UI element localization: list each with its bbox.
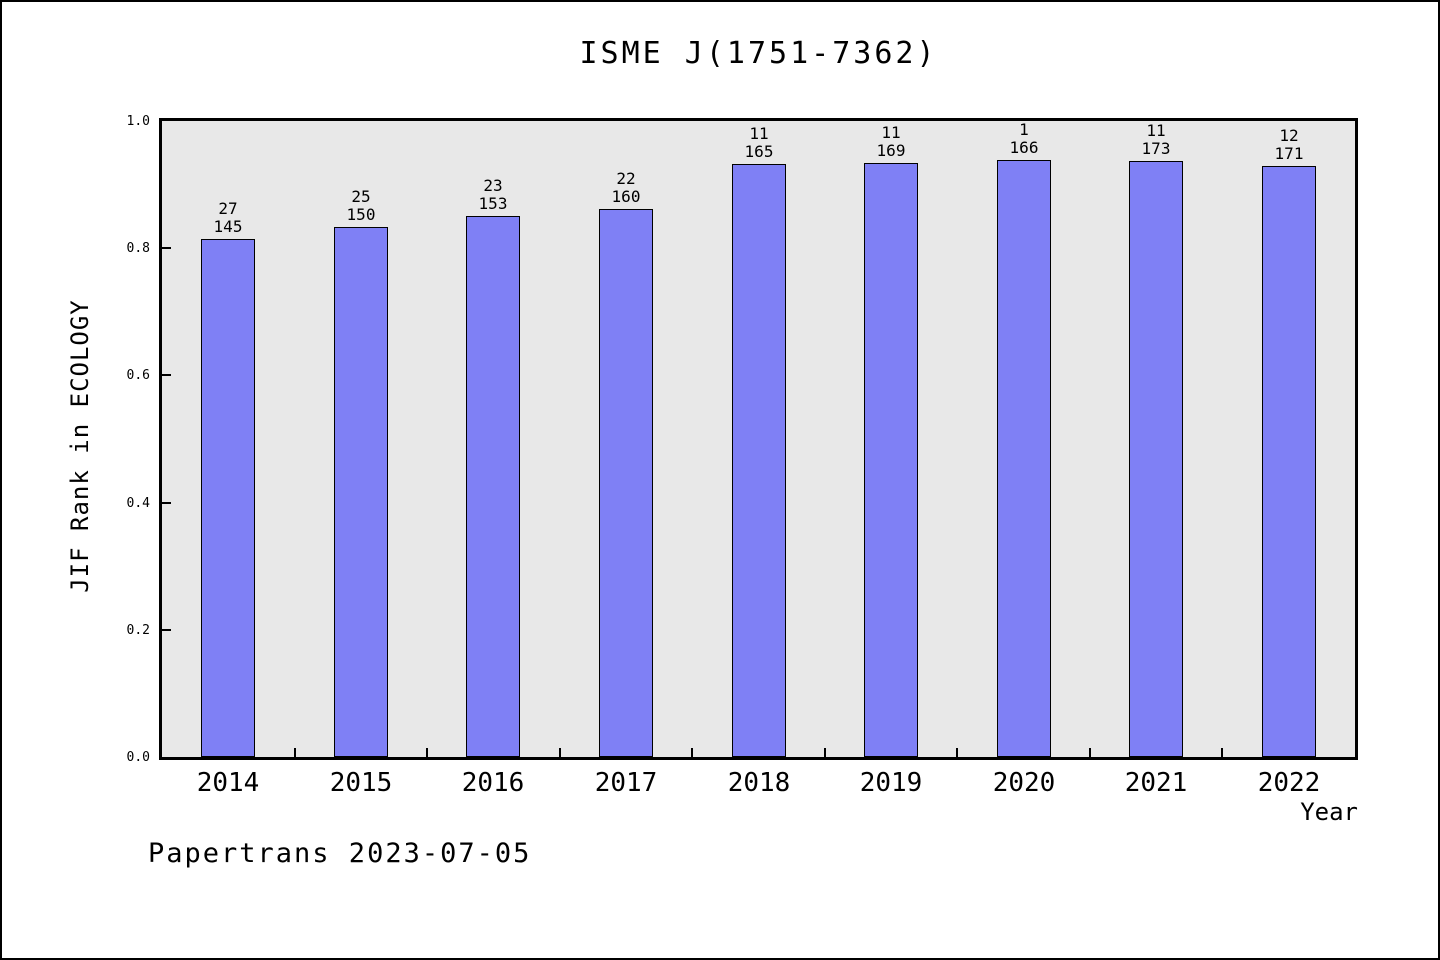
x-tick-label-2021: 2021 xyxy=(1124,768,1188,798)
bar-rank-value: 11 xyxy=(881,123,901,142)
y-axis-label: JIF Rank in ECOLOGY xyxy=(66,299,94,593)
bar-total-value: 166 xyxy=(1009,138,1039,157)
bar-2018 xyxy=(732,164,786,757)
y-tick-label-0.6: 0.6 xyxy=(126,368,150,383)
bar-total-value: 173 xyxy=(1141,139,1171,158)
x-tick-mark xyxy=(1221,748,1223,757)
y-tick-label-1.0: 1.0 xyxy=(126,114,150,129)
bar-2016 xyxy=(466,216,520,757)
x-axis-label: Year xyxy=(1300,798,1358,826)
bar-value-label: 22 160 xyxy=(612,170,641,206)
x-tick-mark xyxy=(559,748,561,757)
watermark-credit: Papertrans 2023-07-05 xyxy=(148,838,532,869)
chart-title: ISME J(1751-7362) xyxy=(579,36,938,71)
y-tick-mark xyxy=(162,247,171,249)
bar-rank-value: 11 xyxy=(1146,121,1166,140)
bar-total-value: 160 xyxy=(611,187,641,206)
bar-rank-value: 23 xyxy=(483,176,503,195)
bar-rank-value: 25 xyxy=(351,187,371,206)
bar-2017 xyxy=(599,209,653,757)
bar-value-label: 23 153 xyxy=(479,177,508,213)
y-tick-label-0.8: 0.8 xyxy=(126,241,150,256)
bar-2021 xyxy=(1129,161,1183,757)
x-tick-mark xyxy=(691,748,693,757)
bar-value-label: 11 165 xyxy=(745,125,774,161)
bar-value-label: 27 145 xyxy=(214,200,243,236)
y-tick-mark xyxy=(162,502,171,504)
bar-rank-value: 1 xyxy=(1019,120,1029,139)
bar-2015 xyxy=(334,227,388,757)
x-tick-mark xyxy=(824,748,826,757)
x-tick-label-2016: 2016 xyxy=(461,768,525,798)
bar-value-label: 11 169 xyxy=(877,124,906,160)
x-tick-mark xyxy=(426,748,428,757)
x-tick-label-2014: 2014 xyxy=(196,768,260,798)
bar-2020 xyxy=(997,160,1051,757)
x-tick-mark xyxy=(1089,748,1091,757)
bar-value-label: 1 166 xyxy=(1010,121,1039,157)
y-tick-label-0.0: 0.0 xyxy=(126,750,150,765)
y-tick-label-0.2: 0.2 xyxy=(126,623,150,638)
bar-2019 xyxy=(864,163,918,757)
plot-area: 27 145 25 150 23 153 22 160 11 165 11 169 1 166 11 173 1… xyxy=(159,118,1358,760)
bar-2022 xyxy=(1262,166,1316,757)
x-tick-mark xyxy=(956,748,958,757)
x-tick-label-2020: 2020 xyxy=(992,768,1056,798)
x-tick-label-2017: 2017 xyxy=(594,768,658,798)
bar-value-label: 11 173 xyxy=(1142,122,1171,158)
x-tick-label-2018: 2018 xyxy=(727,768,791,798)
bar-total-value: 169 xyxy=(876,141,906,160)
x-tick-label-2022: 2022 xyxy=(1257,768,1321,798)
bar-total-value: 153 xyxy=(478,194,508,213)
bar-value-label: 25 150 xyxy=(347,188,376,224)
bar-rank-value: 22 xyxy=(616,169,636,188)
bar-total-value: 165 xyxy=(744,142,774,161)
bar-2014 xyxy=(201,239,255,757)
bar-rank-value: 27 xyxy=(218,199,238,218)
y-tick-mark xyxy=(162,629,171,631)
bar-value-label: 12 171 xyxy=(1275,127,1304,163)
x-tick-mark xyxy=(294,748,296,757)
y-tick-label-0.4: 0.4 xyxy=(126,496,150,511)
bar-rank-value: 12 xyxy=(1279,126,1299,145)
bar-total-value: 145 xyxy=(213,217,243,236)
bar-total-value: 150 xyxy=(346,205,376,224)
x-tick-label-2015: 2015 xyxy=(329,768,393,798)
x-tick-label-2019: 2019 xyxy=(859,768,923,798)
y-tick-mark xyxy=(162,374,171,376)
bar-rank-value: 11 xyxy=(749,124,769,143)
bar-total-value: 171 xyxy=(1274,144,1304,163)
